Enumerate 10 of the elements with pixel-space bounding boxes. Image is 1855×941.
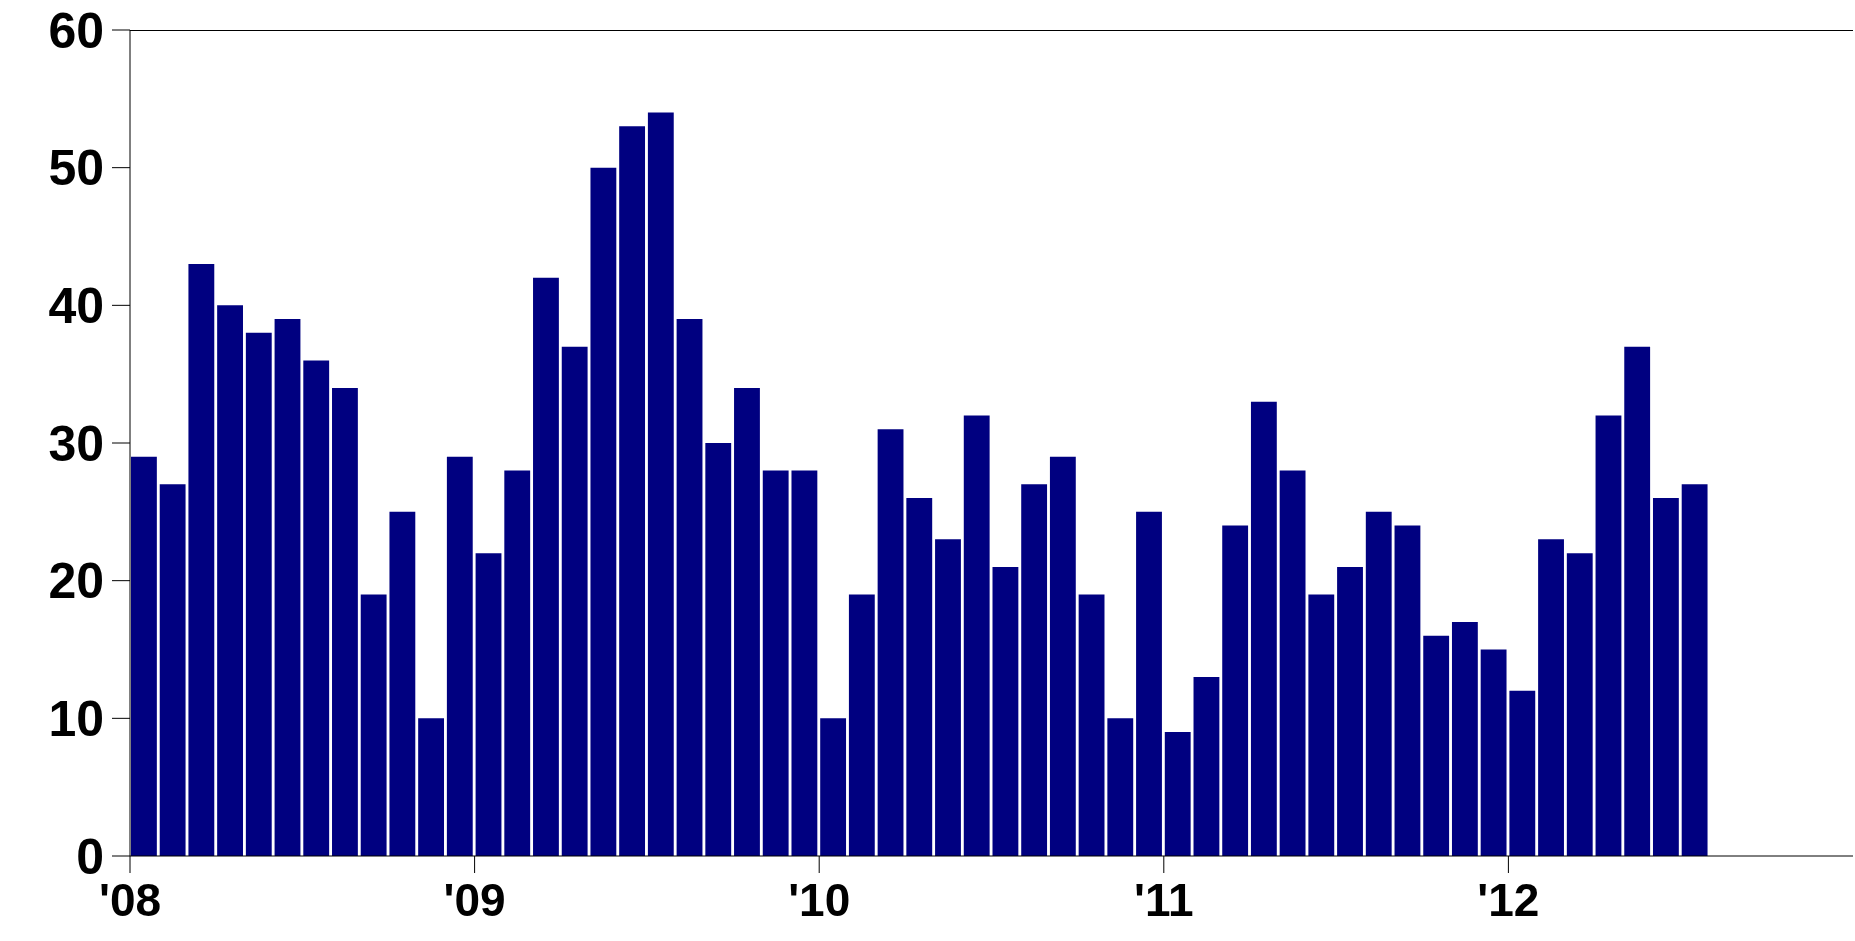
y-tick-label: 10 [48, 691, 104, 748]
y-tick-label: 20 [48, 553, 104, 610]
y-tick-label: 50 [48, 140, 104, 197]
x-tick-label: '09 [443, 873, 506, 926]
x-tick-label: '12 [1477, 873, 1540, 926]
y-tick-label: 60 [48, 2, 104, 59]
y-tick-label: 30 [48, 415, 104, 472]
y-tick-label: 40 [48, 278, 104, 335]
x-tick-label: '10 [788, 873, 851, 926]
x-tick-label: '11 [1134, 873, 1194, 926]
